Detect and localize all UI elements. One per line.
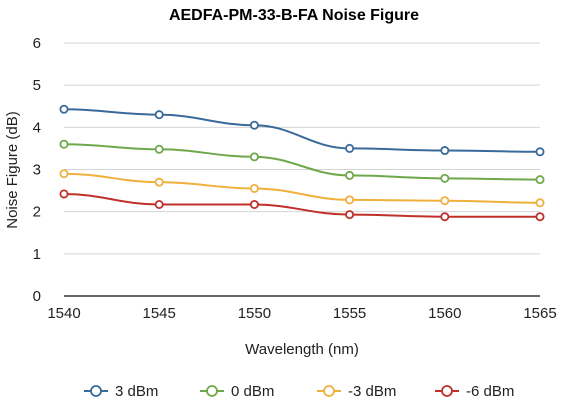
data-point	[440, 212, 450, 222]
series-line	[63, 172, 541, 204]
series-1	[59, 139, 545, 185]
legend-label: -3 dBm	[348, 383, 396, 400]
legend-swatch-marker	[323, 385, 335, 397]
x-tick-label: 1545	[143, 305, 176, 322]
x-tick-label: 1555	[333, 305, 366, 322]
y-tick-label: 0	[33, 288, 41, 305]
series-3	[59, 189, 545, 222]
y-tick-label: 6	[33, 35, 41, 52]
series-line	[63, 143, 541, 181]
y-tick-label: 5	[33, 77, 41, 94]
legend-swatch-marker	[441, 385, 453, 397]
data-point	[249, 120, 259, 130]
y-tick-label: 2	[33, 204, 41, 221]
legend-item: 3 dBm	[84, 383, 158, 400]
data-point	[249, 152, 259, 162]
data-point	[535, 212, 545, 222]
legend-item: 0 dBm	[200, 383, 274, 400]
data-point	[249, 183, 259, 193]
data-point	[345, 143, 355, 153]
y-tick-label: 4	[33, 119, 41, 136]
x-tick-label: 1550	[238, 305, 271, 322]
series-0	[59, 104, 545, 157]
chart-title: AEDFA-PM-33-B-FA Noise Figure	[169, 7, 419, 24]
legend-item: -3 dBm	[317, 383, 396, 400]
series-line	[63, 108, 541, 153]
y-tick-labels: 0 1 2 3 4 5 6	[33, 35, 41, 305]
data-point	[345, 195, 355, 205]
data-point	[535, 175, 545, 185]
data-point	[345, 170, 355, 180]
data-point	[154, 110, 164, 120]
data-point	[440, 196, 450, 206]
x-tick-label: 1565	[523, 305, 556, 322]
data-point	[59, 104, 69, 114]
x-axis-label: Wavelength (nm)	[245, 341, 359, 358]
legend: 3 dBm 0 dBm -3 dBm -6 dBm	[84, 383, 514, 400]
data-point	[59, 139, 69, 149]
data-point	[535, 198, 545, 208]
y-tick-label: 1	[33, 246, 41, 263]
data-point	[249, 199, 259, 209]
legend-swatch-marker	[206, 385, 218, 397]
data-point	[154, 199, 164, 209]
data-point	[59, 189, 69, 199]
series-line	[63, 192, 540, 218]
legend-item: -6 dBm	[435, 383, 514, 400]
x-tick-label: 1560	[428, 305, 461, 322]
legend-label: 0 dBm	[231, 383, 274, 400]
legend-label: 3 dBm	[115, 383, 158, 400]
series-2	[59, 169, 545, 208]
grid-lines	[64, 42, 540, 297]
data-point	[154, 144, 164, 154]
data-point	[154, 177, 164, 187]
legend-swatch-marker	[90, 385, 102, 397]
data-point	[440, 146, 450, 156]
legend-label: -6 dBm	[466, 383, 514, 400]
data-point	[535, 147, 545, 157]
data-point	[440, 173, 450, 183]
series-layer	[59, 104, 545, 222]
data-point	[59, 169, 69, 179]
y-axis-label: Noise Figure (dB)	[4, 111, 21, 229]
x-tick-labels: 1540 1545 1550 1555 1560 1565	[47, 305, 556, 322]
x-tick-label: 1540	[47, 305, 80, 322]
data-point	[345, 210, 355, 220]
y-tick-label: 3	[33, 162, 41, 179]
